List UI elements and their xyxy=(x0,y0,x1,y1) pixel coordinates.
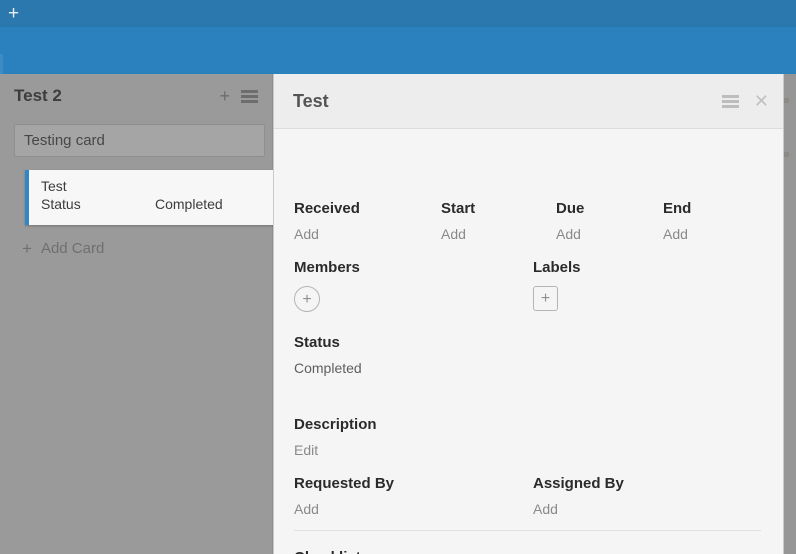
card-detail-actions: ✕ xyxy=(721,91,769,111)
date-label: Start xyxy=(441,200,476,217)
add-card-icon[interactable]: + xyxy=(219,86,230,106)
status-section: Status Completed xyxy=(294,334,362,376)
assigned-by-label: Assigned By xyxy=(533,475,624,492)
add-board-icon[interactable]: + xyxy=(7,3,20,24)
card-field-value: Completed xyxy=(155,196,223,212)
date-field-due: Due Add xyxy=(556,200,584,242)
board-header-bar xyxy=(0,27,796,101)
date-label: Received xyxy=(294,200,360,217)
add-card-button[interactable]: + Add Card xyxy=(22,240,104,257)
date-add-action[interactable]: Add xyxy=(556,226,581,242)
labels-label: Labels xyxy=(533,259,581,276)
card-detail-panel: Test ✕ Received Add Start Add Due Add xyxy=(273,74,784,554)
plus-icon: + xyxy=(22,239,32,258)
requested-by-section: Requested By Add xyxy=(294,475,394,517)
list-menu-icon[interactable] xyxy=(241,89,258,103)
list-header: Test 2 + xyxy=(0,74,272,118)
new-card-input[interactable] xyxy=(14,124,265,157)
requested-by-label: Requested By xyxy=(294,475,395,492)
assigned-by-add-action[interactable]: Add xyxy=(533,501,558,517)
status-value: Completed xyxy=(294,360,362,376)
close-icon[interactable]: ✕ xyxy=(753,91,769,111)
date-field-start: Start Add xyxy=(441,200,475,242)
card-title: Test xyxy=(41,178,67,194)
add-card-label: Add Card xyxy=(40,240,105,257)
app-top-bar: + xyxy=(0,0,796,27)
date-field-end: End Add xyxy=(663,200,691,242)
add-member-button[interactable]: + xyxy=(294,286,320,312)
card-detail-header: Test ✕ xyxy=(274,74,783,129)
section-divider xyxy=(294,530,761,531)
status-label: Status xyxy=(294,334,340,351)
members-section: Members + xyxy=(294,259,360,312)
date-field-received: Received Add xyxy=(294,200,360,242)
assigned-by-section: Assigned By Add xyxy=(533,475,624,517)
list-header-actions: + xyxy=(219,87,258,105)
labels-section: Labels + xyxy=(533,259,581,311)
date-add-action[interactable]: Add xyxy=(294,226,319,242)
requested-by-add-action[interactable]: Add xyxy=(294,501,319,517)
date-add-action[interactable]: Add xyxy=(441,226,466,242)
description-edit-action[interactable]: Edit xyxy=(294,442,319,458)
date-add-action[interactable]: Add xyxy=(663,226,688,242)
list-title: Test 2 xyxy=(14,86,62,105)
card-detail-title: Test xyxy=(293,90,329,111)
description-section: Description Edit xyxy=(294,416,377,458)
card-field-status: Status Completed xyxy=(41,195,325,214)
card-menu-icon[interactable] xyxy=(721,94,739,108)
description-label: Description xyxy=(294,416,377,433)
add-label-button[interactable]: + xyxy=(533,286,558,311)
date-label: End xyxy=(663,200,692,217)
date-label: Due xyxy=(556,200,585,217)
members-label: Members xyxy=(294,259,360,276)
checklists-section: Checklists + Add Checklist... xyxy=(294,549,404,554)
checklists-label: Checklists xyxy=(294,549,404,554)
card-field-label: Status xyxy=(41,196,81,212)
